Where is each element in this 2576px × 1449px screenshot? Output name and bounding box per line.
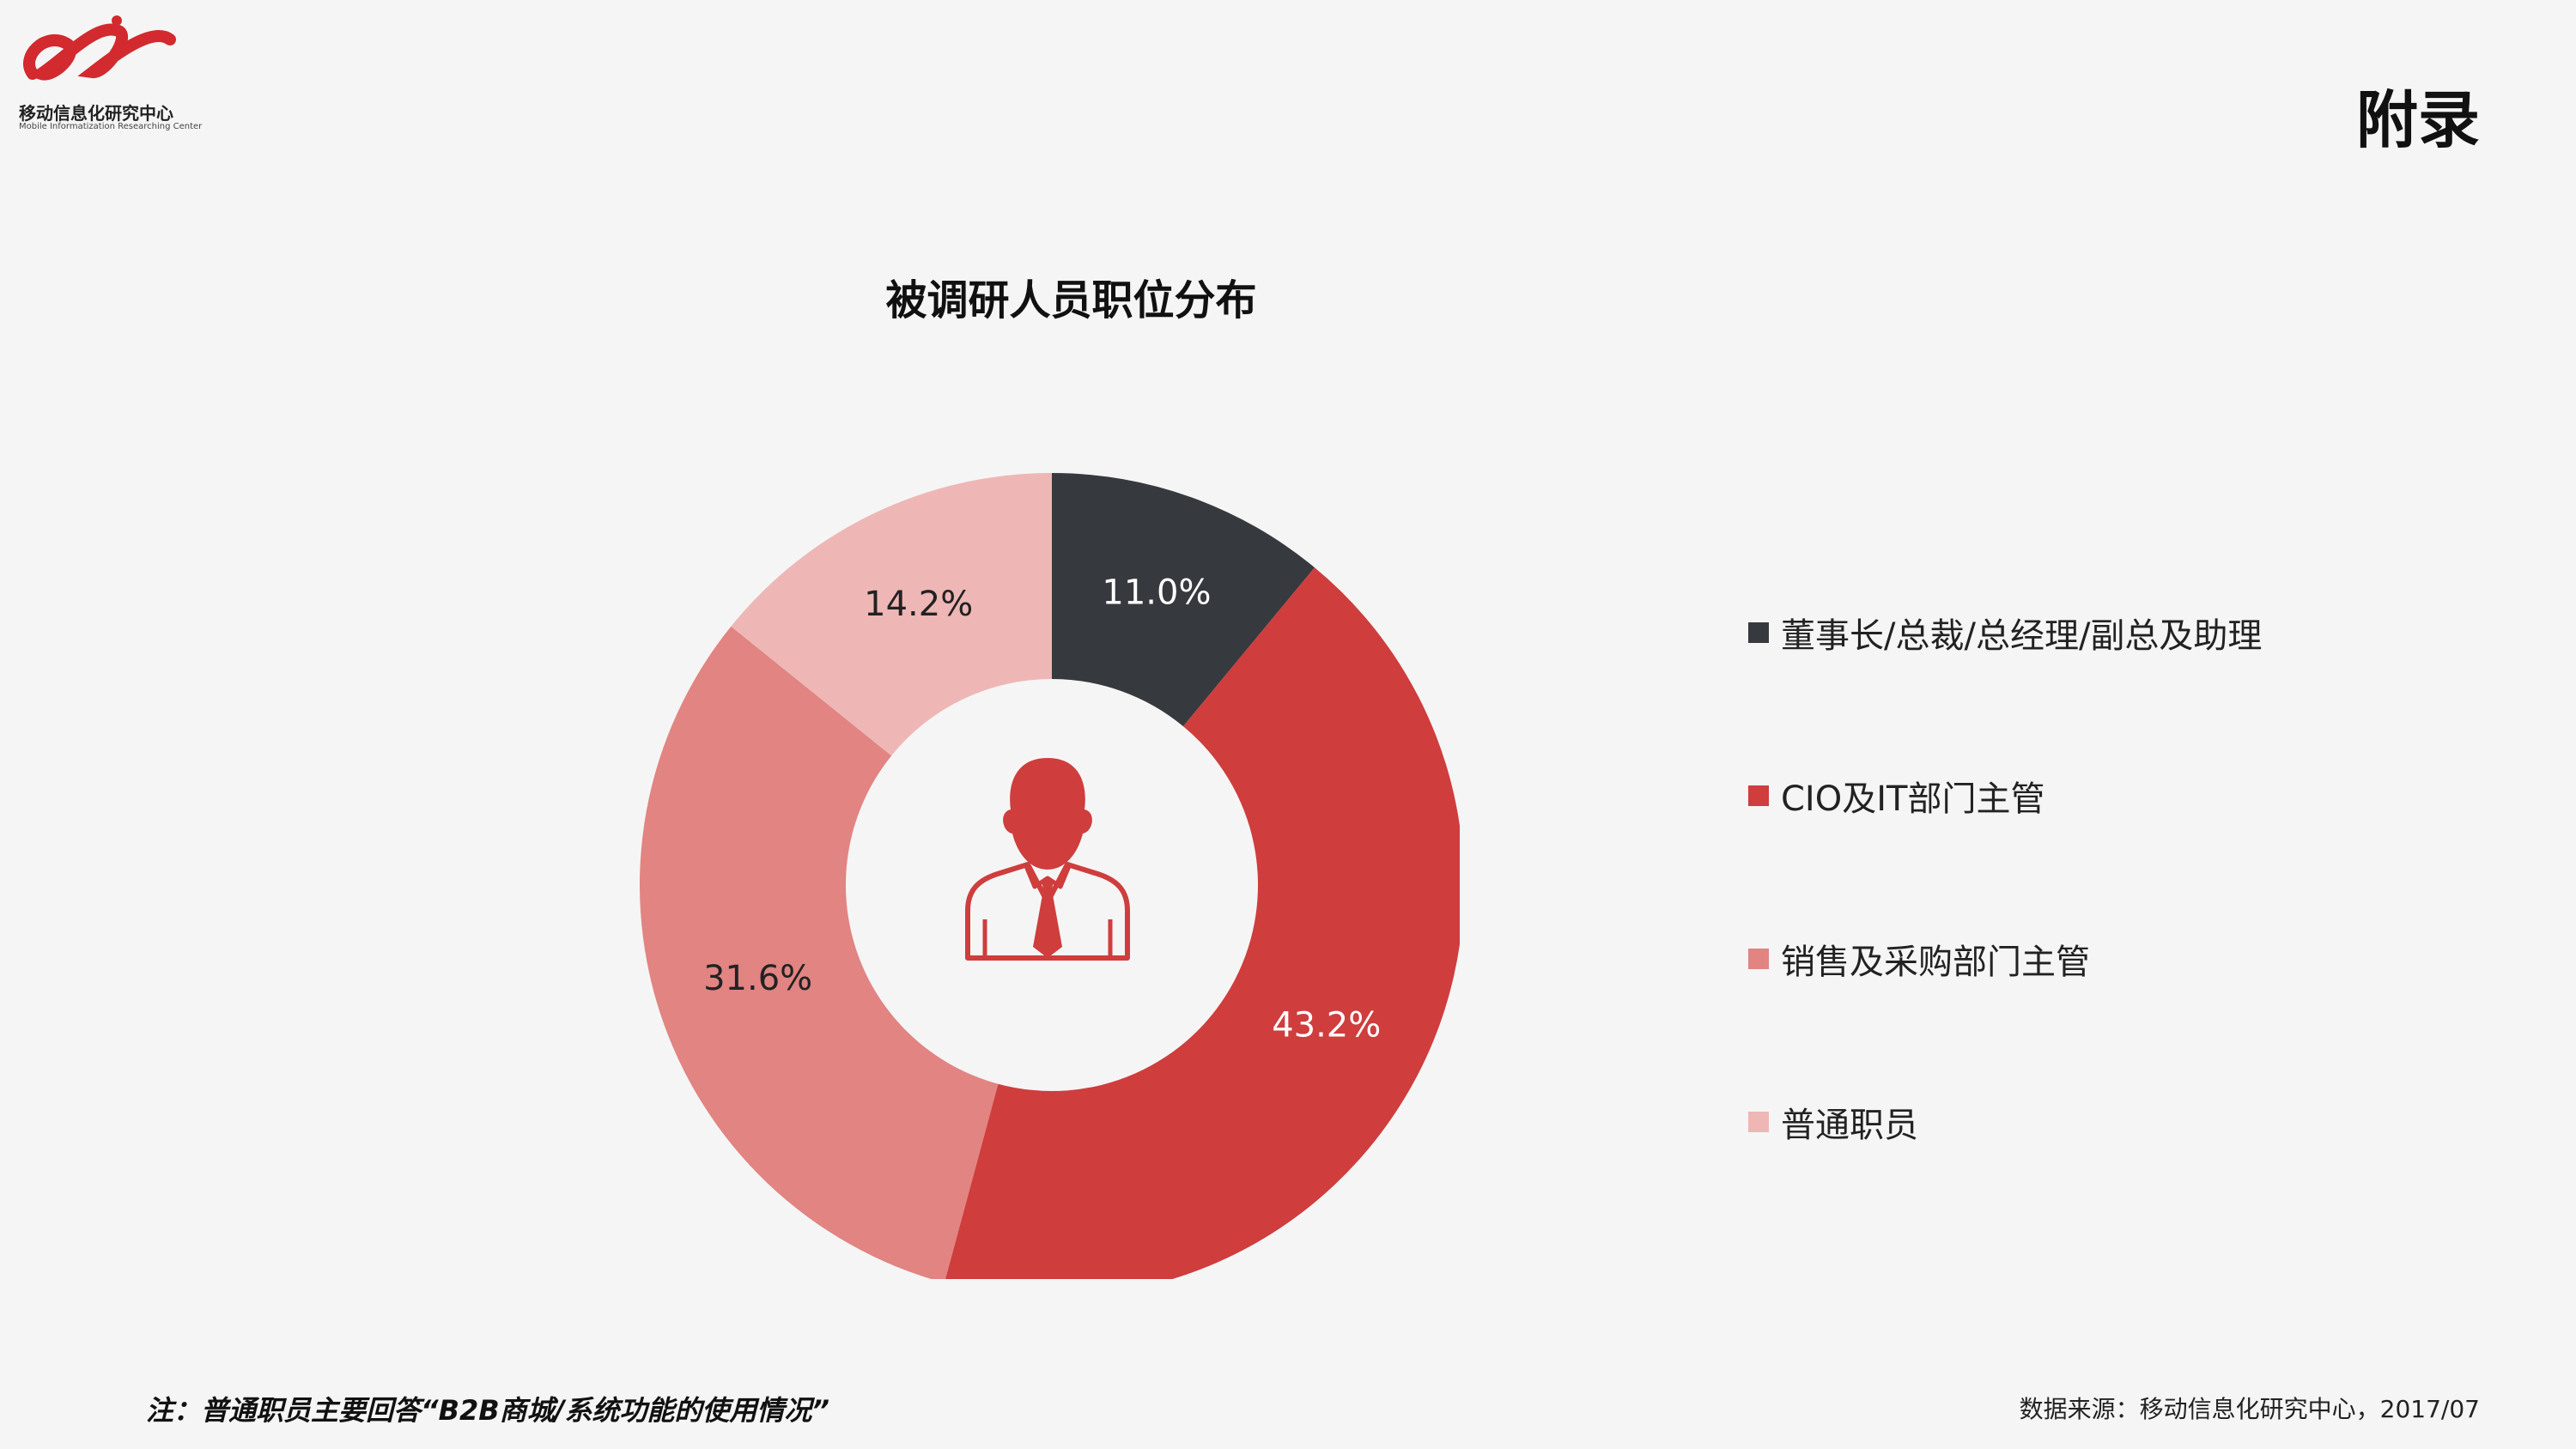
- donut-slice-3: [731, 473, 1052, 756]
- logo-mark: [23, 15, 176, 81]
- person-with-tie-icon: [965, 758, 1130, 961]
- slice-value-label-3: 14.2%: [864, 585, 973, 624]
- donut-slice-0: [1052, 473, 1315, 727]
- logo-name: 移动信息化研究中心: [19, 103, 173, 124]
- legend-label-0: 董事长/总裁/总经理/副总及助理: [1781, 616, 2263, 656]
- donut-chart: 11.0% 43.2% 31.6% 14.2%: [640, 473, 1460, 1279]
- footnote: 注：普通职员主要回答“B2B商城/系统功能的使用情况”: [146, 1394, 829, 1427]
- logo: 移动信息化研究中心 Mobile Informatization Researc…: [15, 5, 213, 134]
- donut-slice-1: [945, 567, 1460, 1279]
- legend-item-0: 董事长/总裁/总经理/副总及助理: [1748, 608, 2262, 658]
- legend-item-1: CIO及IT部门主管: [1748, 771, 2044, 821]
- donut-slice-2: [640, 626, 999, 1279]
- legend-item-3: 普通职员: [1748, 1097, 1918, 1147]
- slice-value-label-2: 31.6%: [703, 959, 812, 998]
- page-title: 附录: [2355, 84, 2480, 156]
- legend-swatch-2: [1748, 949, 1769, 969]
- legend-swatch-1: [1748, 785, 1769, 806]
- data-source: 数据来源：移动信息化研究中心，2017/07: [2019, 1395, 2480, 1423]
- legend-swatch-0: [1748, 622, 1769, 643]
- legend-label-1: CIO及IT部门主管: [1781, 779, 2045, 819]
- slice-value-label-1: 43.2%: [1272, 1005, 1381, 1045]
- legend-item-2: 销售及采购部门主管: [1748, 934, 2090, 984]
- slice-value-label-0: 11.0%: [1102, 573, 1211, 612]
- chart-title: 被调研人员职位分布: [885, 276, 1257, 324]
- legend-swatch-3: [1748, 1112, 1769, 1132]
- legend-label-3: 普通职员: [1781, 1106, 1918, 1145]
- legend-label-2: 销售及采购部门主管: [1781, 943, 2090, 982]
- logo-subtitle: Mobile Informatization Researching Cente…: [19, 122, 203, 131]
